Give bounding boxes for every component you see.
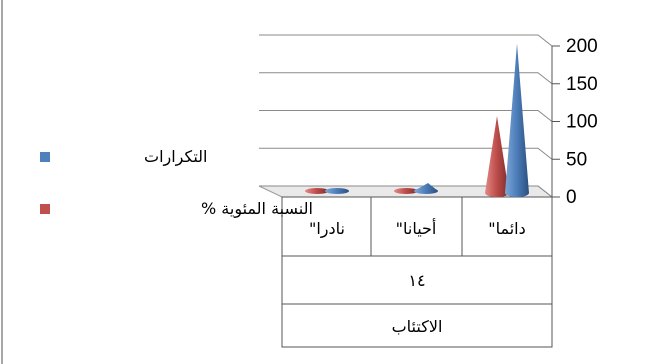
cone-frequencies xyxy=(505,43,529,197)
cone-frequencies xyxy=(414,182,438,191)
axis-title: الاكتئاب xyxy=(392,317,443,336)
y-tick-label: 0 xyxy=(566,187,577,208)
y-tick-label: 50 xyxy=(566,149,587,170)
category-label: نادرا" xyxy=(309,219,345,239)
gridline xyxy=(259,147,553,160)
legend-swatch-percentage xyxy=(40,204,50,214)
cone-percentage xyxy=(394,188,418,194)
y-tick-label: 100 xyxy=(566,112,598,133)
gridline xyxy=(259,110,553,122)
cone-percentage xyxy=(485,116,509,197)
gridline xyxy=(259,72,553,85)
y-tick-label: 200 xyxy=(566,36,598,57)
cone-frequencies xyxy=(325,188,349,194)
gridline xyxy=(259,185,553,198)
y-tick-label: 150 xyxy=(566,74,598,95)
legend-label-percentage: النسبة المئوية % xyxy=(201,199,313,219)
category-label: أحيانا" xyxy=(396,218,437,238)
gridline xyxy=(259,34,553,47)
category-label: دائما" xyxy=(488,219,526,238)
legend: التكرارات النسبة المئوية % xyxy=(40,147,313,219)
legend-swatch-frequencies xyxy=(40,152,50,162)
category-table xyxy=(281,196,553,348)
legend-label-frequencies: التكرارات xyxy=(144,147,208,167)
cone-percentage xyxy=(305,188,329,194)
group-label: ١٤ xyxy=(408,271,425,290)
